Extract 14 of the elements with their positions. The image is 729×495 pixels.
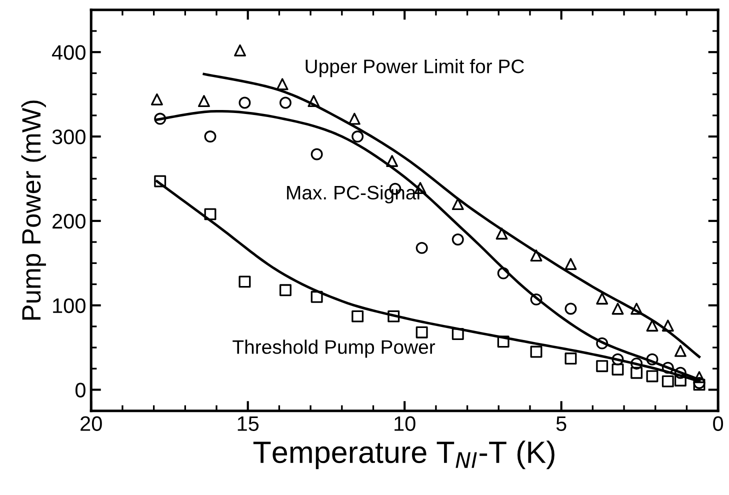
x-tick-label: 5	[556, 416, 566, 432]
y-tick-label: 200	[52, 214, 86, 229]
y-tick-label: 100	[53, 298, 86, 314]
y-tick-label: 300	[52, 130, 86, 144]
x-tick-label: 20	[80, 416, 102, 432]
y-tick-label: 400	[52, 45, 86, 60]
annotation: Threshold Pump Power	[232, 340, 436, 358]
y-tick-label: 0	[75, 382, 86, 398]
x-axis-title: Temperature T$_{NI}$-T (K)	[253, 440, 554, 470]
x-tick-label: 15	[238, 416, 259, 432]
x-tick-label: 10	[394, 416, 416, 432]
annotation: Upper Power Limit for PC	[306, 58, 524, 78]
y-axis-title: Pump Power (mW)	[21, 100, 46, 320]
x-tick-label: 0	[713, 416, 724, 432]
